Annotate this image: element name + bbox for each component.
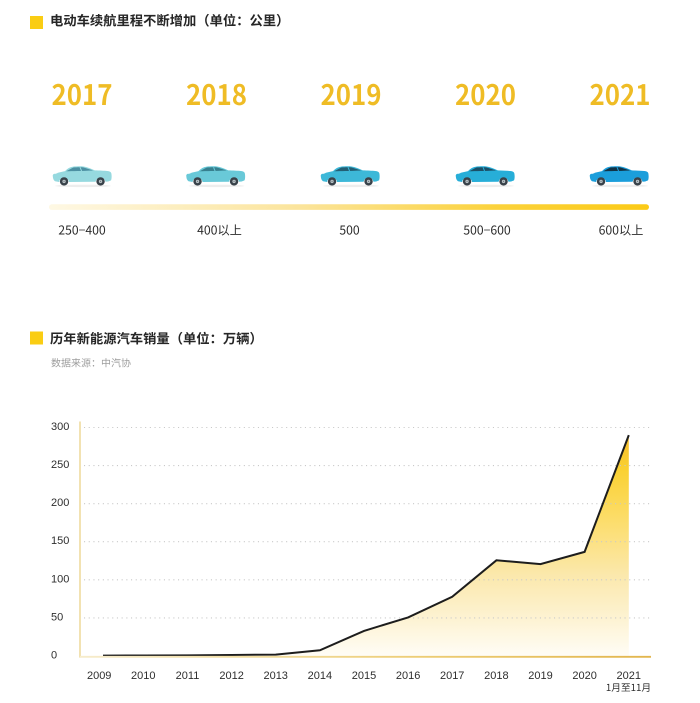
svg-text:2015: 2015 [352,670,376,682]
svg-text:2009: 2009 [87,670,111,682]
svg-text:2013: 2013 [263,670,287,682]
svg-text:2017: 2017 [440,670,464,682]
svg-text:0: 0 [51,650,57,662]
svg-text:300: 300 [51,421,69,433]
svg-text:2021: 2021 [617,670,641,682]
svg-text:2019: 2019 [528,670,552,682]
svg-text:2018: 2018 [484,670,508,682]
svg-text:2016: 2016 [396,670,420,682]
svg-text:200: 200 [51,497,69,509]
svg-text:50: 50 [51,611,63,623]
svg-text:2010: 2010 [131,670,155,682]
svg-text:2012: 2012 [219,670,243,682]
svg-text:2020: 2020 [572,670,596,682]
svg-text:250: 250 [51,459,69,471]
svg-text:100: 100 [51,573,69,585]
svg-text:2014: 2014 [308,670,332,682]
svg-text:150: 150 [51,535,69,547]
svg-text:2011: 2011 [176,670,200,682]
